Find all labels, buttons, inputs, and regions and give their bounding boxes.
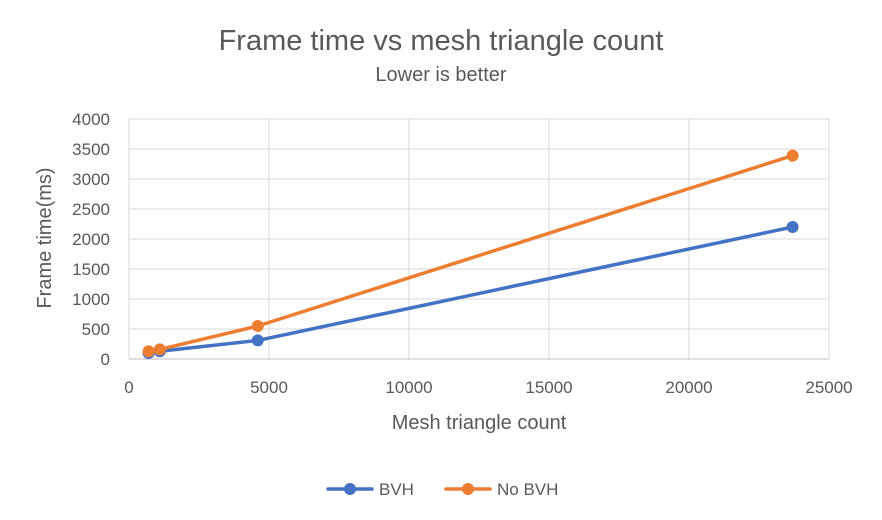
- series-line-no-bvh: [146, 153, 795, 353]
- legend-marker-no-bvh: [462, 483, 474, 495]
- y-axis-ticks: 0 500 1000 1500 2000 2500 3000 3500 4000: [72, 110, 110, 369]
- y-tick-label: 2000: [72, 230, 110, 249]
- y-tick-label: 2500: [72, 200, 110, 219]
- gridlines: [128, 118, 830, 359]
- data-point-no-bvh: [251, 320, 264, 332]
- legend-marker-bvh: [344, 483, 356, 495]
- series-group: [142, 149, 799, 359]
- data-point-no-bvh: [786, 149, 799, 162]
- series-line-bvh: [146, 225, 795, 355]
- x-tick-label: 25000: [805, 378, 852, 397]
- x-axis-ticks: 0 5000 10000 15000 20000 25000: [124, 378, 852, 397]
- x-tick-label: 15000: [525, 378, 572, 397]
- y-tick-label: 3500: [72, 140, 110, 159]
- x-tick-label: 5000: [250, 378, 288, 397]
- y-tick-label: 1500: [72, 260, 110, 279]
- y-tick-label: 500: [82, 320, 110, 339]
- y-tick-label: 3000: [72, 170, 110, 189]
- x-axis-label: Mesh triangle count: [392, 412, 567, 434]
- y-tick-label: 1000: [72, 290, 110, 309]
- chart-subtitle: Lower is better: [375, 64, 507, 86]
- data-point-no-bvh: [142, 345, 155, 358]
- data-point-bvh: [786, 221, 799, 233]
- y-axis-label: Frame time(ms): [34, 167, 56, 308]
- data-point-no-bvh: [153, 343, 166, 356]
- x-tick-label: 0: [124, 378, 133, 397]
- legend-label-no-bvh: No BVH: [497, 480, 558, 499]
- legend-label-bvh: BVH: [379, 480, 414, 499]
- chart-title: Frame time vs mesh triangle count: [219, 25, 664, 57]
- x-tick-label: 10000: [385, 378, 432, 397]
- x-tick-label: 20000: [665, 378, 712, 397]
- y-tick-label: 0: [101, 350, 110, 369]
- legend: BVH No BVH: [326, 480, 558, 499]
- data-point-bvh: [251, 334, 264, 347]
- y-tick-label: 4000: [72, 110, 110, 129]
